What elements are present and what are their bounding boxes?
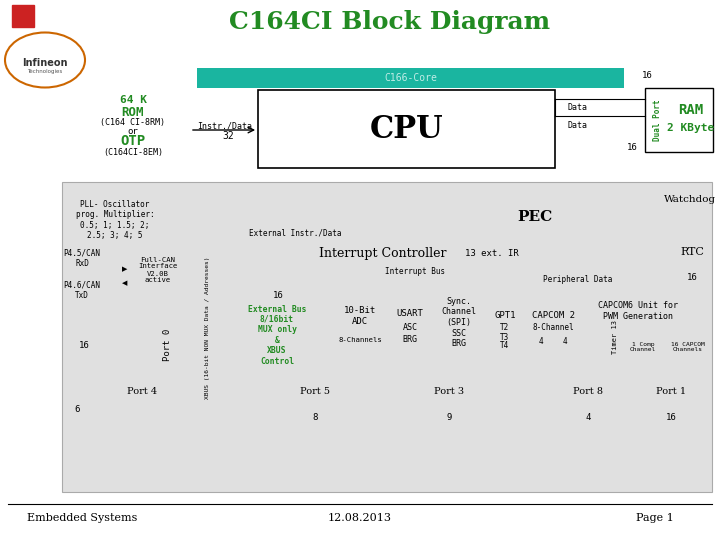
- Bar: [12, 5, 34, 27]
- Text: 6: 6: [74, 406, 80, 415]
- Text: Full-CAN
Interface
V2.0B
active: Full-CAN Interface V2.0B active: [138, 256, 178, 284]
- Text: External Bus
8/16bit
MUX only
&
XBUS
Control: External Bus 8/16bit MUX only & XBUS Con…: [248, 305, 306, 366]
- Text: Interrupt Controller: Interrupt Controller: [319, 246, 446, 260]
- Text: ▶: ▶: [122, 266, 127, 272]
- Text: P4.6/CAN
TxD: P4.6/CAN TxD: [63, 280, 101, 300]
- Text: (C164 CI-8RM): (C164 CI-8RM): [101, 118, 166, 126]
- Text: Dual Port: Dual Port: [652, 99, 662, 141]
- Text: CPU: CPU: [369, 113, 444, 145]
- Text: C166-Core: C166-Core: [384, 73, 437, 83]
- Text: Sync.
Channel
(SPI): Sync. Channel (SPI): [441, 297, 477, 327]
- Text: SSC: SSC: [451, 329, 467, 339]
- Text: 9: 9: [446, 414, 451, 422]
- Text: Data: Data: [568, 103, 588, 111]
- Text: 16: 16: [78, 341, 89, 350]
- Bar: [62, 182, 712, 492]
- Text: ROM: ROM: [122, 105, 144, 118]
- Text: C164CI Block Diagram: C164CI Block Diagram: [230, 10, 551, 34]
- Text: 12.08.2013: 12.08.2013: [328, 513, 392, 523]
- Text: P4.5/CAN
RxD: P4.5/CAN RxD: [63, 248, 101, 268]
- Text: 32: 32: [222, 131, 234, 141]
- Text: Timer 13: Timer 13: [612, 320, 618, 354]
- Text: 16: 16: [687, 273, 698, 282]
- Text: 16: 16: [665, 414, 676, 422]
- Text: RTC: RTC: [680, 247, 704, 257]
- Bar: [258, 90, 555, 168]
- Text: 8: 8: [312, 414, 318, 422]
- Text: BRG: BRG: [402, 335, 418, 345]
- Text: 4: 4: [539, 336, 544, 346]
- Text: (C164CI-8EM): (C164CI-8EM): [103, 147, 163, 157]
- Text: Watchdog: Watchdog: [664, 195, 716, 205]
- Text: USART: USART: [397, 309, 423, 319]
- Text: Peripheral Data: Peripheral Data: [544, 274, 613, 284]
- Text: Data: Data: [568, 120, 588, 130]
- Text: T3: T3: [500, 333, 510, 341]
- Text: Interrupt Bus: Interrupt Bus: [385, 267, 445, 275]
- Text: PLL- Oscillator
prog. Multiplier:
0.5; 1; 1.5; 2;
2.5; 3; 4; 5: PLL- Oscillator prog. Multiplier: 0.5; 1…: [76, 200, 154, 240]
- Text: Port 5: Port 5: [300, 388, 330, 396]
- Text: Port 4: Port 4: [127, 388, 157, 396]
- Text: Technologies: Technologies: [27, 70, 63, 75]
- Text: 2 KByte: 2 KByte: [667, 123, 715, 133]
- Text: Page 1: Page 1: [636, 513, 674, 523]
- Text: ASC: ASC: [402, 323, 418, 333]
- Bar: [645, 88, 713, 152]
- Ellipse shape: [5, 32, 85, 87]
- Text: Port 3: Port 3: [434, 388, 464, 396]
- Text: 13 ext. IR: 13 ext. IR: [465, 248, 519, 258]
- Text: Port 1: Port 1: [656, 388, 686, 396]
- Text: OTP: OTP: [120, 134, 145, 148]
- Text: 1 Comp
Channel: 1 Comp Channel: [630, 342, 656, 353]
- Text: 16: 16: [642, 71, 652, 80]
- Text: PEC: PEC: [518, 210, 553, 224]
- Text: Instr./Data: Instr./Data: [197, 122, 253, 131]
- Text: Embedded Systems: Embedded Systems: [27, 513, 138, 523]
- Text: 16: 16: [626, 144, 637, 152]
- Text: 8-Channel: 8-Channel: [532, 323, 574, 333]
- Text: or: or: [127, 126, 138, 136]
- Text: 4: 4: [585, 414, 590, 422]
- Text: External Instr./Data: External Instr./Data: [248, 228, 341, 238]
- Text: Port 0: Port 0: [163, 329, 173, 361]
- Text: 4: 4: [563, 336, 567, 346]
- Bar: [197, 68, 624, 88]
- Text: 16: 16: [273, 292, 284, 300]
- Text: GPT1: GPT1: [494, 310, 516, 320]
- Text: CAPCOM 2: CAPCOM 2: [531, 310, 575, 320]
- Text: BRG: BRG: [451, 340, 467, 348]
- Text: 10-Bit
ADC: 10-Bit ADC: [344, 306, 376, 326]
- Text: T4: T4: [500, 341, 510, 350]
- Text: XBUS (16-bit NON MUX Data / Addresses): XBUS (16-bit NON MUX Data / Addresses): [204, 256, 210, 399]
- Text: 64 K: 64 K: [120, 95, 146, 105]
- Text: 8-Channels: 8-Channels: [338, 337, 382, 343]
- Text: 16 CAPCOM
Channels: 16 CAPCOM Channels: [671, 342, 705, 353]
- Text: ◀: ◀: [122, 280, 127, 286]
- Text: CAPCOM6 Unit for
PWM Generation: CAPCOM6 Unit for PWM Generation: [598, 301, 678, 321]
- Text: RAM: RAM: [678, 103, 703, 117]
- Text: T2: T2: [500, 323, 510, 333]
- Text: Infineon: Infineon: [22, 58, 68, 68]
- Text: Port 8: Port 8: [573, 388, 603, 396]
